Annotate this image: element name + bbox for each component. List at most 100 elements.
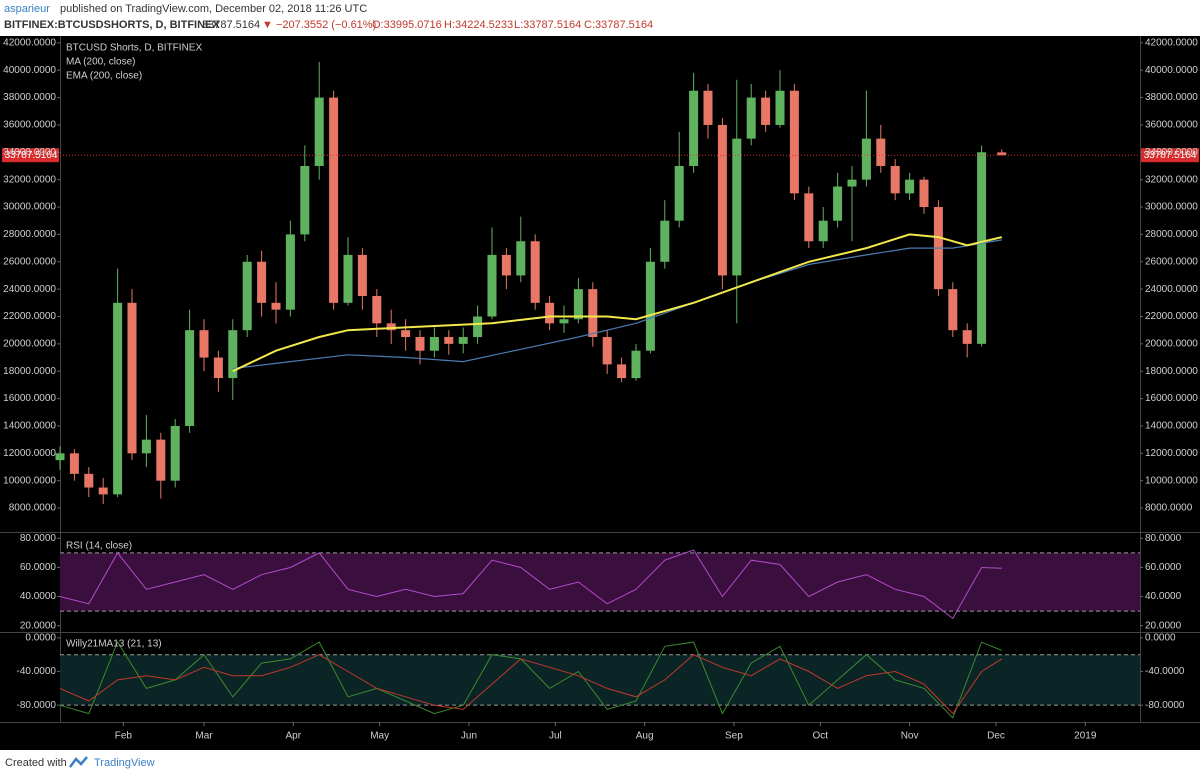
y-tick-label: 16000.0000 — [1145, 393, 1198, 404]
y-tick-label: -80.0000 — [17, 700, 57, 711]
header: asparieur published on TradingView.com, … — [4, 3, 653, 769]
candle-body — [703, 90, 713, 125]
candle-body — [847, 179, 857, 187]
ohlc-high: H:34224.5233 — [444, 19, 513, 31]
x-tick-label: May — [370, 731, 389, 742]
y-tick-label: 26000.0000 — [3, 256, 56, 267]
candle-body — [185, 330, 195, 426]
y-tick-label: 36000.0000 — [3, 120, 56, 131]
candle-body — [199, 330, 209, 358]
candle-body — [530, 241, 540, 303]
y-tick-label: 14000.0000 — [1145, 421, 1198, 432]
x-tick-label: 2019 — [1074, 731, 1097, 742]
price-tag — [2, 148, 59, 163]
candle-body — [487, 254, 497, 317]
legend-entry: MA (200, close) — [66, 57, 135, 68]
x-tick-label: Feb — [115, 731, 133, 742]
y-tick-label: 10000.0000 — [3, 475, 56, 486]
candle-body — [113, 302, 123, 495]
y-tick-label: 0.0000 — [1145, 633, 1176, 644]
price-tag — [1141, 148, 1199, 163]
indicator-line — [59, 549, 1002, 620]
footer-brand[interactable]: TradingView — [94, 757, 155, 769]
candle-body — [804, 193, 814, 242]
candle-body — [343, 254, 353, 303]
candle-body — [717, 124, 727, 276]
y-tick-label: -40.0000 — [1145, 666, 1185, 677]
candle-body — [833, 186, 843, 221]
candle-body — [444, 337, 454, 344]
candle-body — [242, 261, 252, 331]
x-tick-label: Dec — [987, 731, 1005, 742]
y-tick-label: 32000.0000 — [3, 174, 56, 185]
y-tick-label: 30000.0000 — [3, 202, 56, 213]
x-tick-label: Sep — [725, 731, 743, 742]
ohlc-open: O:33995.0716 — [372, 19, 442, 31]
candle-body — [141, 439, 151, 454]
y-tick-label: 36000.0000 — [1145, 120, 1198, 131]
candle-body — [818, 220, 828, 242]
ohlc-low: L:33787.5164 — [514, 19, 581, 31]
y-tick-label: 14000.0000 — [3, 421, 56, 432]
candle-body — [170, 425, 180, 481]
y-tick-label: 38000.0000 — [1145, 92, 1198, 103]
candle-body — [617, 364, 627, 379]
candle-body — [415, 337, 425, 351]
y-tick-label: 28000.0000 — [1145, 229, 1198, 240]
candle-body — [501, 254, 511, 276]
y-tick-label: 40000.0000 — [3, 65, 56, 76]
y-tick-label: 24000.0000 — [1145, 284, 1198, 295]
y-tick-label: 40000.0000 — [1145, 65, 1198, 76]
candle-body — [386, 323, 396, 331]
indicator-line — [59, 640, 1002, 719]
y-tick-label: 12000.0000 — [1145, 448, 1198, 459]
y-tick-label: 10000.0000 — [1145, 475, 1198, 486]
candle-body — [977, 152, 987, 344]
candle-body — [228, 330, 238, 379]
candle-body — [631, 350, 641, 379]
y-tick-label: 30000.0000 — [1145, 202, 1198, 213]
y-tick-label: 20.0000 — [1145, 620, 1182, 631]
x-tick-label: Jul — [549, 731, 562, 742]
y-tick-label: 34000.0000 — [1145, 147, 1198, 158]
symbol: BITFINEX:BTCUSDSHORTS, D, BITFINEX — [4, 19, 220, 31]
candle-body — [545, 302, 555, 324]
candle-body — [876, 138, 886, 166]
y-tick-label: 42000.0000 — [1145, 37, 1198, 48]
candle-body — [674, 165, 684, 221]
header-bg — [0, 0, 1200, 36]
candle-body — [257, 261, 267, 303]
candle-body — [948, 289, 958, 331]
y-tick-label: 80.0000 — [20, 533, 57, 544]
y-tick-label: 8000.0000 — [9, 503, 57, 514]
candle-body — [775, 90, 785, 125]
candle-body — [156, 439, 166, 481]
candle-body — [84, 473, 94, 488]
candle-body — [300, 165, 310, 235]
x-tick-label: Mar — [195, 731, 213, 742]
candle-body — [660, 220, 670, 262]
candle-body — [861, 138, 871, 180]
candle-body — [98, 487, 108, 495]
candle-body — [127, 302, 137, 454]
x-tick-label: Jun — [461, 731, 477, 742]
x-tick-label: Aug — [636, 731, 654, 742]
y-tick-label: 20000.0000 — [1145, 339, 1198, 350]
candle-body — [997, 152, 1007, 156]
candle-body — [329, 97, 339, 303]
last-price: 33787.5164 — [202, 19, 260, 31]
y-tick-label: 26000.0000 — [1145, 256, 1198, 267]
y-tick-label: 40.0000 — [20, 591, 57, 602]
logo — [69, 756, 88, 768]
candle-body — [789, 90, 799, 194]
candle-body — [573, 289, 583, 320]
published: published on TradingView.com, December 0… — [60, 3, 367, 15]
candle-body — [645, 261, 655, 351]
y-tick-label: 28000.0000 — [3, 229, 56, 240]
publisher[interactable]: asparieur — [4, 3, 50, 15]
y-tick-label: 22000.0000 — [1145, 311, 1198, 322]
candle-body — [689, 90, 699, 166]
candle-body — [271, 302, 281, 310]
y-tick-label: 34000.0000 — [3, 147, 56, 158]
candle-body — [588, 289, 598, 338]
